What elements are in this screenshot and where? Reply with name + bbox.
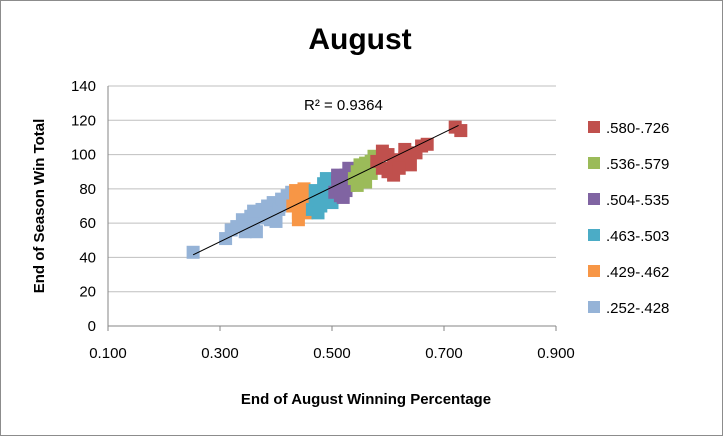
y-tick-labels: 0 20 40 60 80 100 120 140: [71, 78, 96, 335]
data-point: [269, 214, 283, 228]
legend-label: .504-.535: [606, 192, 669, 209]
gridlines: [108, 85, 556, 293]
x-tick-label: 0.700: [425, 345, 463, 362]
legend-label: .429-.462: [606, 264, 669, 281]
data-point: [364, 166, 378, 180]
data-point: [339, 184, 353, 198]
y-tick-label: 100: [71, 147, 96, 164]
data-point: [350, 178, 364, 192]
trendline-group: [192, 124, 459, 256]
x-tick-labels: 0.100 0.300 0.500 0.700 0.900: [89, 345, 575, 362]
legend-swatch: [588, 157, 600, 169]
data-point: [420, 137, 434, 151]
legend-label: .536-.579: [606, 156, 669, 173]
y-tick-label: 40: [79, 249, 96, 266]
y-tick-label: 60: [79, 215, 96, 232]
r-squared-annotation: R² = 0.9364: [304, 97, 383, 114]
data-point: [331, 168, 345, 182]
data-point: [392, 161, 406, 175]
data-point: [398, 151, 412, 165]
legend-swatch: [588, 265, 600, 277]
legend-swatch: [588, 121, 600, 133]
x-tick-label: 0.300: [201, 345, 239, 362]
x-tick-label: 0.500: [313, 345, 351, 362]
y-tick-label: 80: [79, 181, 96, 198]
chart-title: August: [308, 23, 411, 56]
x-tick-label: 0.900: [537, 345, 575, 362]
data-point: [289, 184, 303, 198]
y-tick-label: 20: [79, 284, 96, 301]
data-point: [317, 177, 331, 191]
data-point: [249, 225, 263, 239]
data-point: [186, 245, 200, 259]
x-tick-label: 0.100: [89, 345, 127, 362]
data-point: [375, 144, 389, 158]
legend-label: .252-.428: [606, 300, 669, 317]
legend-label: .580-.726: [606, 120, 669, 137]
legend-swatch: [588, 229, 600, 241]
legend-label: .463-.503: [606, 228, 669, 245]
axes: [107, 86, 557, 331]
data-point: [314, 199, 328, 213]
trendline: [192, 124, 459, 256]
data-points: [186, 120, 468, 259]
legend-swatch: [588, 301, 600, 313]
legend: .580-.726 .536-.579 .504-.535 .463-.503 .429…: [588, 120, 669, 317]
y-tick-label: 120: [71, 112, 96, 129]
x-axis-title: End of August Winning Percentage: [241, 391, 491, 408]
y-tick-label: 140: [71, 78, 96, 95]
y-tick-label: 0: [88, 318, 96, 335]
legend-swatch: [588, 193, 600, 205]
data-point: [247, 204, 261, 218]
data-point: [454, 124, 468, 138]
data-point: [381, 165, 395, 179]
data-point: [353, 158, 367, 172]
y-axis-title: End of Season Win Total: [31, 119, 48, 294]
